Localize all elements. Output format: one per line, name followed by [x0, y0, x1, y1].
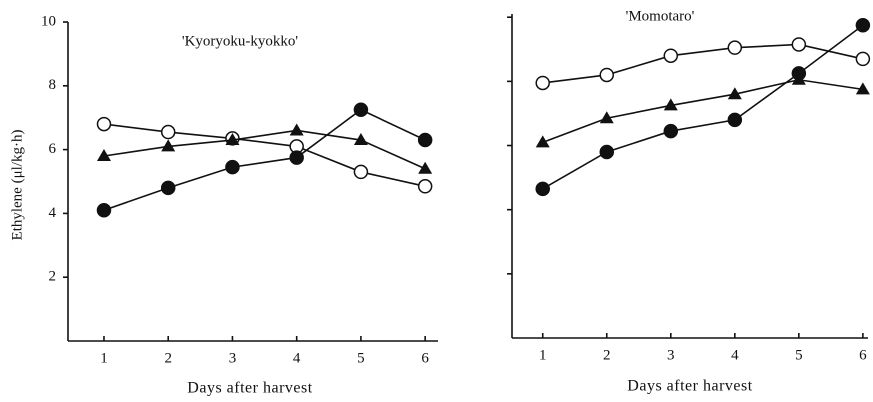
series-line — [103, 129, 426, 170]
marker — [289, 150, 304, 165]
marker — [225, 133, 240, 146]
series-line — [103, 123, 426, 188]
marker — [161, 139, 176, 152]
marker — [353, 102, 369, 117]
marker — [225, 159, 240, 175]
marker — [96, 202, 112, 218]
marker — [855, 17, 871, 33]
marker — [663, 123, 679, 139]
series-line — [542, 43, 864, 84]
x-tick-label: 4 — [293, 350, 301, 366]
x-tick-label: 6 — [859, 347, 867, 363]
y-tick-label: 8 — [49, 77, 57, 93]
marker — [418, 161, 433, 174]
marker — [160, 180, 176, 196]
x-tick-label: 1 — [100, 350, 108, 366]
marker — [353, 164, 369, 180]
marker — [855, 51, 871, 67]
marker — [727, 40, 743, 55]
annotation: 'Kyoryoku-kyokko' — [182, 33, 299, 49]
x-tick-label: 2 — [603, 347, 611, 363]
marker — [727, 112, 743, 128]
x-axis-label: Days after harvest — [627, 378, 752, 395]
y-tick-label: 2 — [49, 269, 57, 285]
y-tick-label: 10 — [41, 13, 56, 29]
marker — [791, 66, 807, 81]
marker — [663, 98, 678, 111]
marker — [727, 87, 742, 100]
annotation: 'Momotaro' — [626, 8, 695, 24]
x-tick-label: 3 — [229, 350, 237, 366]
marker — [417, 132, 433, 148]
y-axis-label: Ethylene (μl/kg·h) — [9, 130, 25, 241]
x-tick-label: 5 — [357, 350, 365, 366]
marker — [96, 148, 111, 161]
marker — [417, 179, 433, 194]
x-tick-label: 3 — [667, 347, 675, 363]
marker — [599, 144, 615, 160]
marker — [599, 111, 614, 124]
series-line — [542, 78, 863, 144]
marker — [96, 116, 112, 132]
x-tick-label: 6 — [421, 350, 429, 366]
y-tick-label: 4 — [49, 205, 57, 221]
marker — [160, 124, 176, 140]
series-line — [103, 108, 426, 211]
x-tick-label: 1 — [539, 347, 547, 363]
x-tick-label: 5 — [795, 347, 803, 363]
marker — [663, 48, 679, 63]
marker — [599, 67, 615, 83]
marker — [353, 133, 368, 146]
marker — [289, 123, 304, 136]
x-axis-label: Days after harvest — [187, 380, 312, 397]
x-tick-label: 4 — [731, 347, 739, 363]
x-tick-label: 2 — [164, 350, 172, 366]
marker — [855, 82, 870, 95]
marker — [535, 135, 550, 148]
marker — [535, 181, 550, 197]
y-tick-label: 6 — [49, 141, 57, 157]
marker — [791, 37, 807, 52]
series-line — [542, 24, 864, 190]
marker — [535, 75, 550, 91]
